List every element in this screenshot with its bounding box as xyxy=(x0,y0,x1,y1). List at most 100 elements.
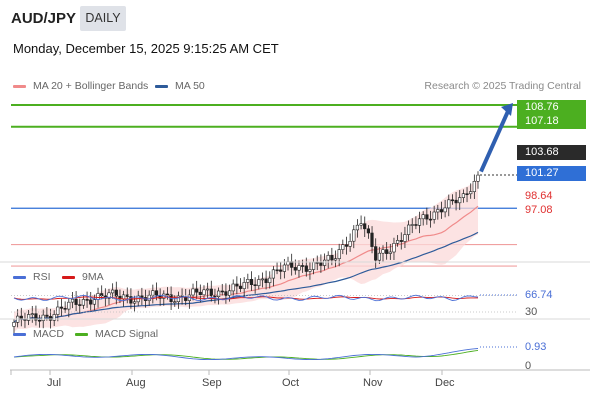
macd-zero-label: 0 xyxy=(525,360,532,372)
candle xyxy=(147,294,151,301)
candle xyxy=(246,278,250,283)
rsi-value-label: 66.74 xyxy=(525,289,553,301)
candle xyxy=(12,321,16,327)
candle xyxy=(443,207,447,213)
candle xyxy=(359,223,363,226)
candle xyxy=(458,197,462,204)
period-badge[interactable]: DAILY xyxy=(80,6,126,31)
candle xyxy=(385,249,389,254)
candle xyxy=(45,314,49,317)
candle xyxy=(26,314,31,321)
candle xyxy=(228,290,232,296)
month-label-oct: Oct xyxy=(282,377,300,389)
candle xyxy=(447,199,451,209)
candle xyxy=(366,228,371,234)
candle xyxy=(129,296,133,304)
pivot-tag: 101.27 xyxy=(517,166,586,181)
candle xyxy=(348,241,352,247)
rsi-line xyxy=(13,294,479,302)
candle xyxy=(370,232,374,247)
macd-line xyxy=(13,348,479,361)
candle xyxy=(30,313,34,316)
candle xyxy=(337,249,341,260)
bollinger-band xyxy=(14,178,478,332)
timestamp: Monday, December 15, 2025 9:15:25 AM CET xyxy=(13,41,279,56)
candle xyxy=(92,299,96,305)
candle xyxy=(271,269,276,279)
candle xyxy=(377,252,382,261)
candle xyxy=(436,209,440,213)
candle xyxy=(202,289,206,296)
macd-legend-swatch xyxy=(13,333,26,336)
candle xyxy=(70,298,75,303)
candle xyxy=(275,269,279,272)
candle xyxy=(425,214,429,220)
candle xyxy=(242,282,246,289)
candle xyxy=(355,224,360,231)
support-1-label: 98.64 xyxy=(525,190,553,202)
support-2-label: 97.08 xyxy=(525,204,553,216)
rsi-ma-legend-label: 9MA xyxy=(82,271,104,283)
candle xyxy=(198,291,202,296)
month-label-jul: Jul xyxy=(47,377,62,389)
candle xyxy=(184,296,188,301)
candle xyxy=(249,278,254,285)
candle xyxy=(34,313,38,321)
candle xyxy=(469,191,473,195)
candle xyxy=(308,269,312,272)
candle xyxy=(465,193,469,195)
candle xyxy=(231,283,235,292)
bollinger-legend-swatch xyxy=(13,85,26,88)
candle xyxy=(111,289,115,294)
candle xyxy=(450,199,455,202)
candle xyxy=(399,240,403,242)
candle xyxy=(114,289,118,297)
candle xyxy=(282,264,287,272)
candle xyxy=(461,193,466,198)
candle xyxy=(96,293,100,300)
candle xyxy=(154,290,159,296)
candle xyxy=(432,211,436,220)
macd-signal-line xyxy=(13,349,479,360)
candle xyxy=(257,279,261,286)
candle xyxy=(151,290,155,296)
rsi-ma-legend-swatch xyxy=(62,276,75,279)
candle xyxy=(300,265,305,267)
month-label-dec: Dec xyxy=(435,377,455,389)
candle xyxy=(235,283,239,287)
candle xyxy=(59,306,64,309)
candle xyxy=(293,267,297,271)
projection-arrowhead xyxy=(501,103,513,116)
candle xyxy=(363,223,367,230)
candle xyxy=(63,307,67,310)
candle xyxy=(392,243,396,253)
candle xyxy=(89,299,93,305)
candle xyxy=(173,301,177,304)
candle xyxy=(85,299,89,301)
candle xyxy=(176,295,181,302)
candle xyxy=(388,251,392,254)
rsi-30-label: 30 xyxy=(525,306,538,318)
candle xyxy=(191,288,195,296)
candle xyxy=(417,218,422,226)
candle xyxy=(319,262,323,266)
candle xyxy=(81,299,85,306)
month-label-nov: Nov xyxy=(363,377,383,389)
candle xyxy=(297,265,301,271)
credit-text: Research © 2025 Trading Central xyxy=(424,80,581,92)
candle xyxy=(439,209,444,213)
ma20-line xyxy=(13,205,479,323)
macd-value-label: 0.93 xyxy=(525,341,547,353)
candle xyxy=(213,295,217,298)
resistance-1-tag: 107.18 xyxy=(517,114,586,129)
candle xyxy=(41,314,45,321)
candle xyxy=(322,259,327,266)
candle xyxy=(472,181,476,193)
candle xyxy=(220,290,224,293)
candle xyxy=(260,278,265,281)
month-label-aug: Aug xyxy=(126,377,146,389)
resistance-2-tag: 108.76 xyxy=(517,100,586,115)
candle xyxy=(352,229,356,242)
candle xyxy=(56,306,60,315)
